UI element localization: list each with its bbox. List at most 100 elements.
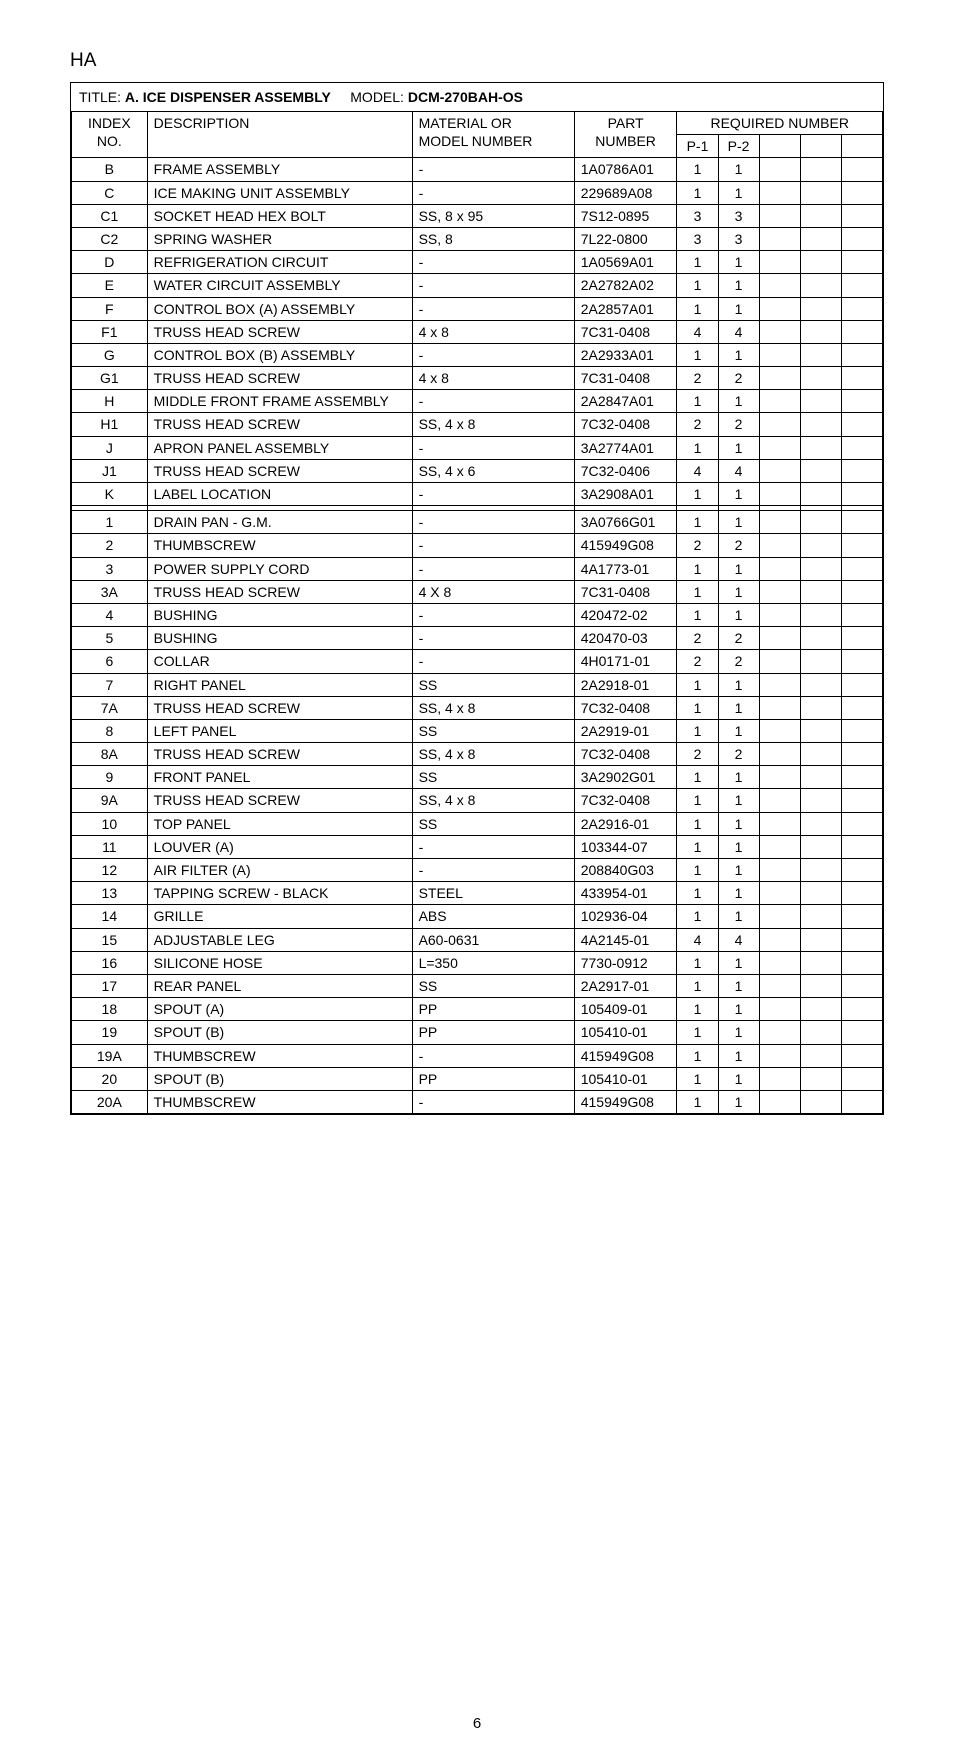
cell-index: J bbox=[72, 436, 148, 459]
cell-part: 3A2908A01 bbox=[574, 483, 677, 506]
cell-part: 2A2847A01 bbox=[574, 390, 677, 413]
cell-description: THUMBSCREW bbox=[147, 1090, 412, 1113]
cell-material: STEEL bbox=[412, 882, 574, 905]
cell-p1: 2 bbox=[677, 534, 718, 557]
cell-material: 4 x 8 bbox=[412, 320, 574, 343]
cell-p1: 4 bbox=[677, 320, 718, 343]
cell-p5 bbox=[841, 227, 882, 250]
cell-description: BUSHING bbox=[147, 603, 412, 626]
cell-material: - bbox=[412, 390, 574, 413]
cell-p2: 1 bbox=[718, 343, 759, 366]
cell-part: 7C31-0408 bbox=[574, 580, 677, 603]
cell-description: TRUSS HEAD SCREW bbox=[147, 320, 412, 343]
cell-part: 420472-02 bbox=[574, 603, 677, 626]
col-index: INDEXNO. bbox=[72, 112, 148, 158]
cell-part: 3A0766G01 bbox=[574, 511, 677, 534]
cell-index: 13 bbox=[72, 882, 148, 905]
cell-p2: 4 bbox=[718, 928, 759, 951]
cell-p4 bbox=[800, 367, 841, 390]
cell-p2: 1 bbox=[718, 974, 759, 997]
cell-description: DRAIN PAN - G.M. bbox=[147, 511, 412, 534]
cell-material: - bbox=[412, 251, 574, 274]
cell-p4 bbox=[800, 158, 841, 181]
cell-p5 bbox=[841, 297, 882, 320]
cell-material: - bbox=[412, 557, 574, 580]
cell-p4 bbox=[800, 789, 841, 812]
cell-part: 4H0171-01 bbox=[574, 650, 677, 673]
cell-part: 1A0569A01 bbox=[574, 251, 677, 274]
cell-p3 bbox=[759, 413, 800, 436]
cell-p1: 1 bbox=[677, 580, 718, 603]
cell-p4 bbox=[800, 766, 841, 789]
cell-index: 6 bbox=[72, 650, 148, 673]
cell-p3 bbox=[759, 390, 800, 413]
cell-part: 7C32-0408 bbox=[574, 789, 677, 812]
cell-p2: 1 bbox=[718, 251, 759, 274]
cell-p5 bbox=[841, 459, 882, 482]
cell-p1: 1 bbox=[677, 390, 718, 413]
cell-p3 bbox=[759, 483, 800, 506]
cell-p5 bbox=[841, 719, 882, 742]
cell-p5 bbox=[841, 789, 882, 812]
cell-description: AIR FILTER (A) bbox=[147, 859, 412, 882]
table-row: 7RIGHT PANELSS2A2918-0111 bbox=[72, 673, 883, 696]
cell-description: TRUSS HEAD SCREW bbox=[147, 459, 412, 482]
table-row: 8ATRUSS HEAD SCREWSS, 4 x 87C32-040822 bbox=[72, 743, 883, 766]
cell-p4 bbox=[800, 603, 841, 626]
cell-p1: 1 bbox=[677, 882, 718, 905]
cell-material: 4 x 8 bbox=[412, 367, 574, 390]
cell-index: 7 bbox=[72, 673, 148, 696]
table-row: CICE MAKING UNIT ASSEMBLY-229689A0811 bbox=[72, 181, 883, 204]
cell-material: - bbox=[412, 650, 574, 673]
cell-index: 15 bbox=[72, 928, 148, 951]
cell-index: G1 bbox=[72, 367, 148, 390]
cell-material: PP bbox=[412, 1021, 574, 1044]
cell-p3 bbox=[759, 534, 800, 557]
cell-p5 bbox=[841, 673, 882, 696]
table-row: 7ATRUSS HEAD SCREWSS, 4 x 87C32-040811 bbox=[72, 696, 883, 719]
cell-p3 bbox=[759, 1090, 800, 1113]
cell-p5 bbox=[841, 1021, 882, 1044]
table-row: 12AIR FILTER (A)-208840G0311 bbox=[72, 859, 883, 882]
cell-p3 bbox=[759, 859, 800, 882]
cell-description: BUSHING bbox=[147, 627, 412, 650]
cell-description: ADJUSTABLE LEG bbox=[147, 928, 412, 951]
cell-material: - bbox=[412, 343, 574, 366]
cell-p2: 1 bbox=[718, 905, 759, 928]
cell-p5 bbox=[841, 557, 882, 580]
cell-p4 bbox=[800, 998, 841, 1021]
cell-p1: 1 bbox=[677, 436, 718, 459]
cell-index: 19 bbox=[72, 1021, 148, 1044]
cell-p4 bbox=[800, 534, 841, 557]
cell-p3 bbox=[759, 882, 800, 905]
cell-p3 bbox=[759, 459, 800, 482]
cell-part: 7C31-0408 bbox=[574, 367, 677, 390]
cell-description: SPOUT (B) bbox=[147, 1067, 412, 1090]
table-row: 1DRAIN PAN - G.M.-3A0766G0111 bbox=[72, 511, 883, 534]
cell-index: E bbox=[72, 274, 148, 297]
cell-index: 14 bbox=[72, 905, 148, 928]
table-row: FCONTROL BOX (A) ASSEMBLY-2A2857A0111 bbox=[72, 297, 883, 320]
cell-p2: 1 bbox=[718, 436, 759, 459]
cell-description: SPRING WASHER bbox=[147, 227, 412, 250]
cell-p4 bbox=[800, 343, 841, 366]
cell-p2: 1 bbox=[718, 390, 759, 413]
title-row: TITLE: A. ICE DISPENSER ASSEMBLY MODEL: … bbox=[71, 83, 883, 111]
title-label: TITLE: bbox=[79, 89, 121, 105]
cell-p1: 1 bbox=[677, 181, 718, 204]
cell-material: - bbox=[412, 297, 574, 320]
cell-material: SS bbox=[412, 812, 574, 835]
parts-table: INDEXNO. DESCRIPTION MATERIAL ORMODEL NU… bbox=[71, 111, 883, 1114]
cell-material: - bbox=[412, 627, 574, 650]
cell-p1: 4 bbox=[677, 928, 718, 951]
cell-p3 bbox=[759, 905, 800, 928]
cell-description: MIDDLE FRONT FRAME ASSEMBLY bbox=[147, 390, 412, 413]
table-row: C1SOCKET HEAD HEX BOLTSS, 8 x 957S12-089… bbox=[72, 204, 883, 227]
table-header: INDEXNO. DESCRIPTION MATERIAL ORMODEL NU… bbox=[72, 112, 883, 158]
cell-index: B bbox=[72, 158, 148, 181]
cell-part: 102936-04 bbox=[574, 905, 677, 928]
cell-description: APRON PANEL ASSEMBLY bbox=[147, 436, 412, 459]
cell-p2: 4 bbox=[718, 320, 759, 343]
cell-p4 bbox=[800, 719, 841, 742]
cell-p5 bbox=[841, 274, 882, 297]
